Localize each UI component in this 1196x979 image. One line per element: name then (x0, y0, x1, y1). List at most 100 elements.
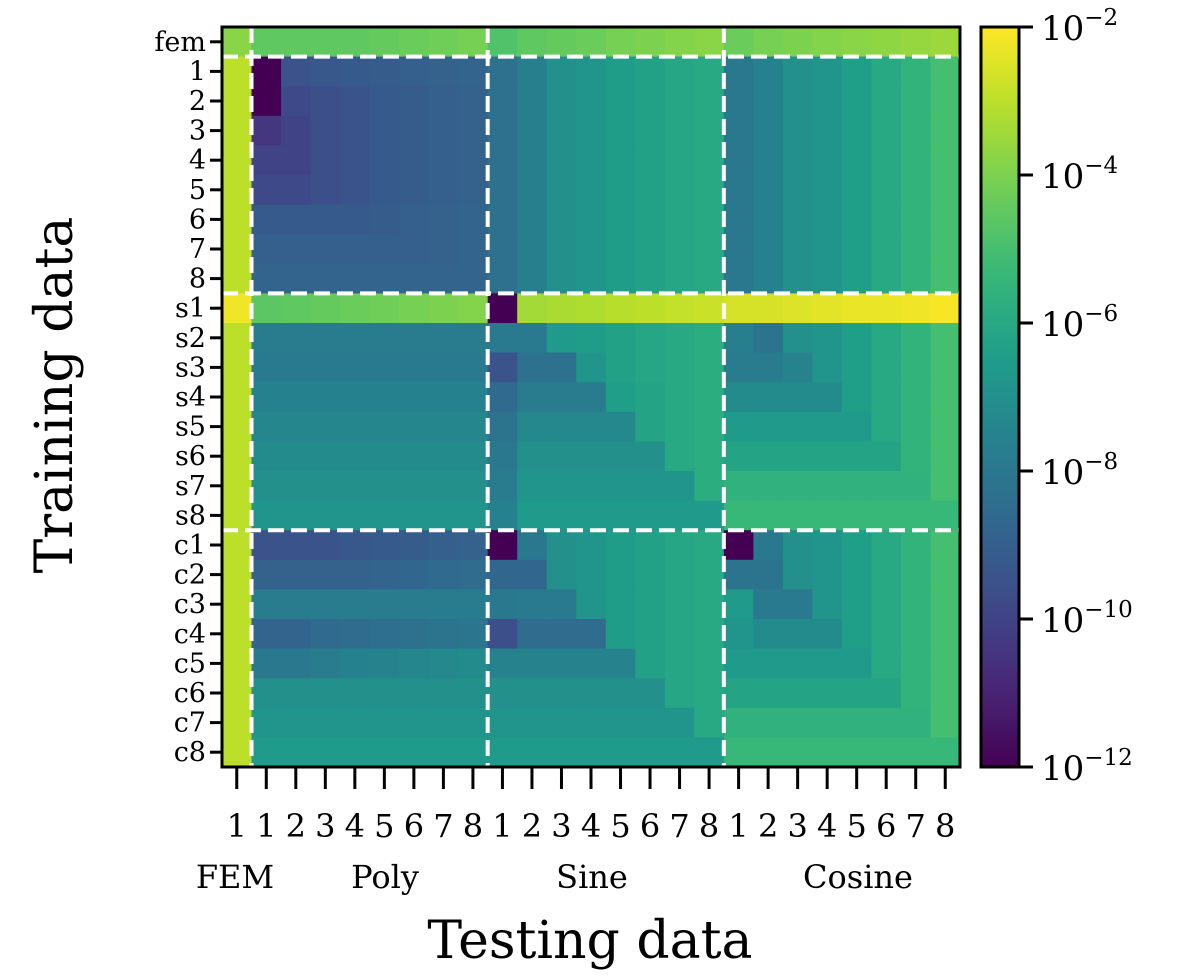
heatmap-cell (487, 530, 518, 561)
heatmap-cell (635, 500, 666, 531)
heatmap-cell (694, 678, 725, 709)
heatmap-cell (694, 27, 725, 58)
heatmap-cell (546, 648, 577, 679)
colorbar-tick-label: 10−8 (1041, 449, 1118, 493)
x-axis-label: Testing data (427, 911, 752, 971)
heatmap-cell (782, 145, 813, 176)
heatmap-cell (753, 530, 784, 561)
heatmap-cell (605, 471, 636, 502)
heatmap-cell (281, 619, 312, 650)
heatmap-cell (694, 234, 725, 265)
heatmap-cell (664, 707, 695, 738)
heatmap-cell (576, 648, 607, 679)
heatmap-cell (576, 559, 607, 590)
heatmap-cell (222, 382, 253, 413)
heatmap-cell (458, 500, 489, 531)
heatmap-cell (635, 323, 666, 354)
heatmap-cell (576, 471, 607, 502)
heatmap-cell (753, 589, 784, 620)
heatmap-cell (635, 204, 666, 235)
heatmap-cell (930, 589, 961, 620)
heatmap-cell (812, 382, 843, 413)
heatmap-cell (428, 441, 459, 472)
heatmap-cell (841, 263, 873, 294)
heatmap-cell (428, 86, 459, 117)
heatmap-cell (251, 382, 282, 413)
heatmap-cell (281, 471, 312, 502)
heatmap-cell (635, 648, 666, 679)
heatmap-cell (458, 293, 489, 324)
heatmap-cell (871, 352, 902, 383)
heatmap-cell (310, 234, 341, 265)
x-tick-label: 1 (227, 807, 247, 845)
heatmap-cell (782, 737, 813, 768)
heatmap-cell (930, 678, 961, 709)
heatmap-cell (399, 175, 430, 206)
heatmap-cell (635, 589, 666, 620)
heatmap-cell (930, 648, 961, 679)
heatmap-cell (428, 559, 459, 590)
heatmap-cell (694, 86, 725, 117)
x-tick-label: 5 (610, 807, 630, 845)
heatmap-cell (369, 559, 400, 590)
y-tick-label: c4 (174, 619, 206, 650)
heatmap-cell (605, 707, 636, 738)
heatmap-cell (812, 204, 843, 235)
heatmap-cell (517, 500, 548, 531)
x-tick-label: 4 (817, 807, 837, 845)
heatmap-cell (222, 619, 253, 650)
heatmap-cell (782, 589, 813, 620)
heatmap-cell (517, 411, 548, 442)
heatmap-cell (310, 530, 341, 561)
heatmap-cell (900, 619, 932, 650)
heatmap-cell (458, 471, 489, 502)
heatmap-cell (487, 500, 518, 531)
y-tick-label: 2 (189, 86, 206, 117)
y-tick-label: c1 (174, 530, 206, 561)
heatmap-cell (340, 115, 371, 146)
heatmap-cell (222, 411, 253, 442)
heatmap-cell (900, 263, 932, 294)
heatmap-cell (694, 115, 725, 146)
heatmap-cell (369, 382, 400, 413)
heatmap-cell (281, 530, 312, 561)
heatmap-cell (222, 559, 253, 590)
heatmap-cell (605, 589, 636, 620)
heatmap-cell (310, 559, 341, 590)
heatmap-cell (458, 441, 489, 472)
heatmap-cell (635, 263, 666, 294)
heatmap-cell (930, 56, 961, 87)
heatmap-cell (340, 471, 371, 502)
heatmap-cell (310, 323, 341, 354)
heatmap-cell (635, 441, 666, 472)
heatmap-cell (635, 293, 666, 324)
heatmap-cell (428, 589, 459, 620)
heatmap-cell (576, 56, 607, 87)
x-tick-label: 8 (935, 807, 955, 845)
colorbar-tick-label: 10−4 (1041, 153, 1118, 197)
heatmap-cell (723, 678, 754, 709)
heatmap-cell (723, 471, 754, 502)
heatmap-cell (753, 559, 784, 590)
heatmap-cell (694, 559, 725, 590)
heatmap-cell (399, 707, 430, 738)
heatmap-cell (340, 27, 371, 58)
x-tick-label: 4 (581, 807, 601, 845)
heatmap-cell (546, 559, 577, 590)
heatmap-cell (812, 707, 843, 738)
heatmap-cell (812, 530, 843, 561)
heatmap-cell (517, 175, 548, 206)
heatmap-cell (517, 204, 548, 235)
x-tick-label: 3 (551, 807, 571, 845)
heatmap-cell (281, 56, 312, 87)
heatmap-cell (930, 293, 961, 324)
heatmap-cell (812, 115, 843, 146)
heatmap-cell (753, 115, 784, 146)
heatmap-cell (782, 441, 813, 472)
heatmap-cell (251, 175, 282, 206)
heatmap-cell (635, 234, 666, 265)
heatmap-cell (812, 145, 843, 176)
heatmap-cell (428, 234, 459, 265)
heatmap-cell (428, 204, 459, 235)
heatmap-cell (369, 27, 400, 58)
